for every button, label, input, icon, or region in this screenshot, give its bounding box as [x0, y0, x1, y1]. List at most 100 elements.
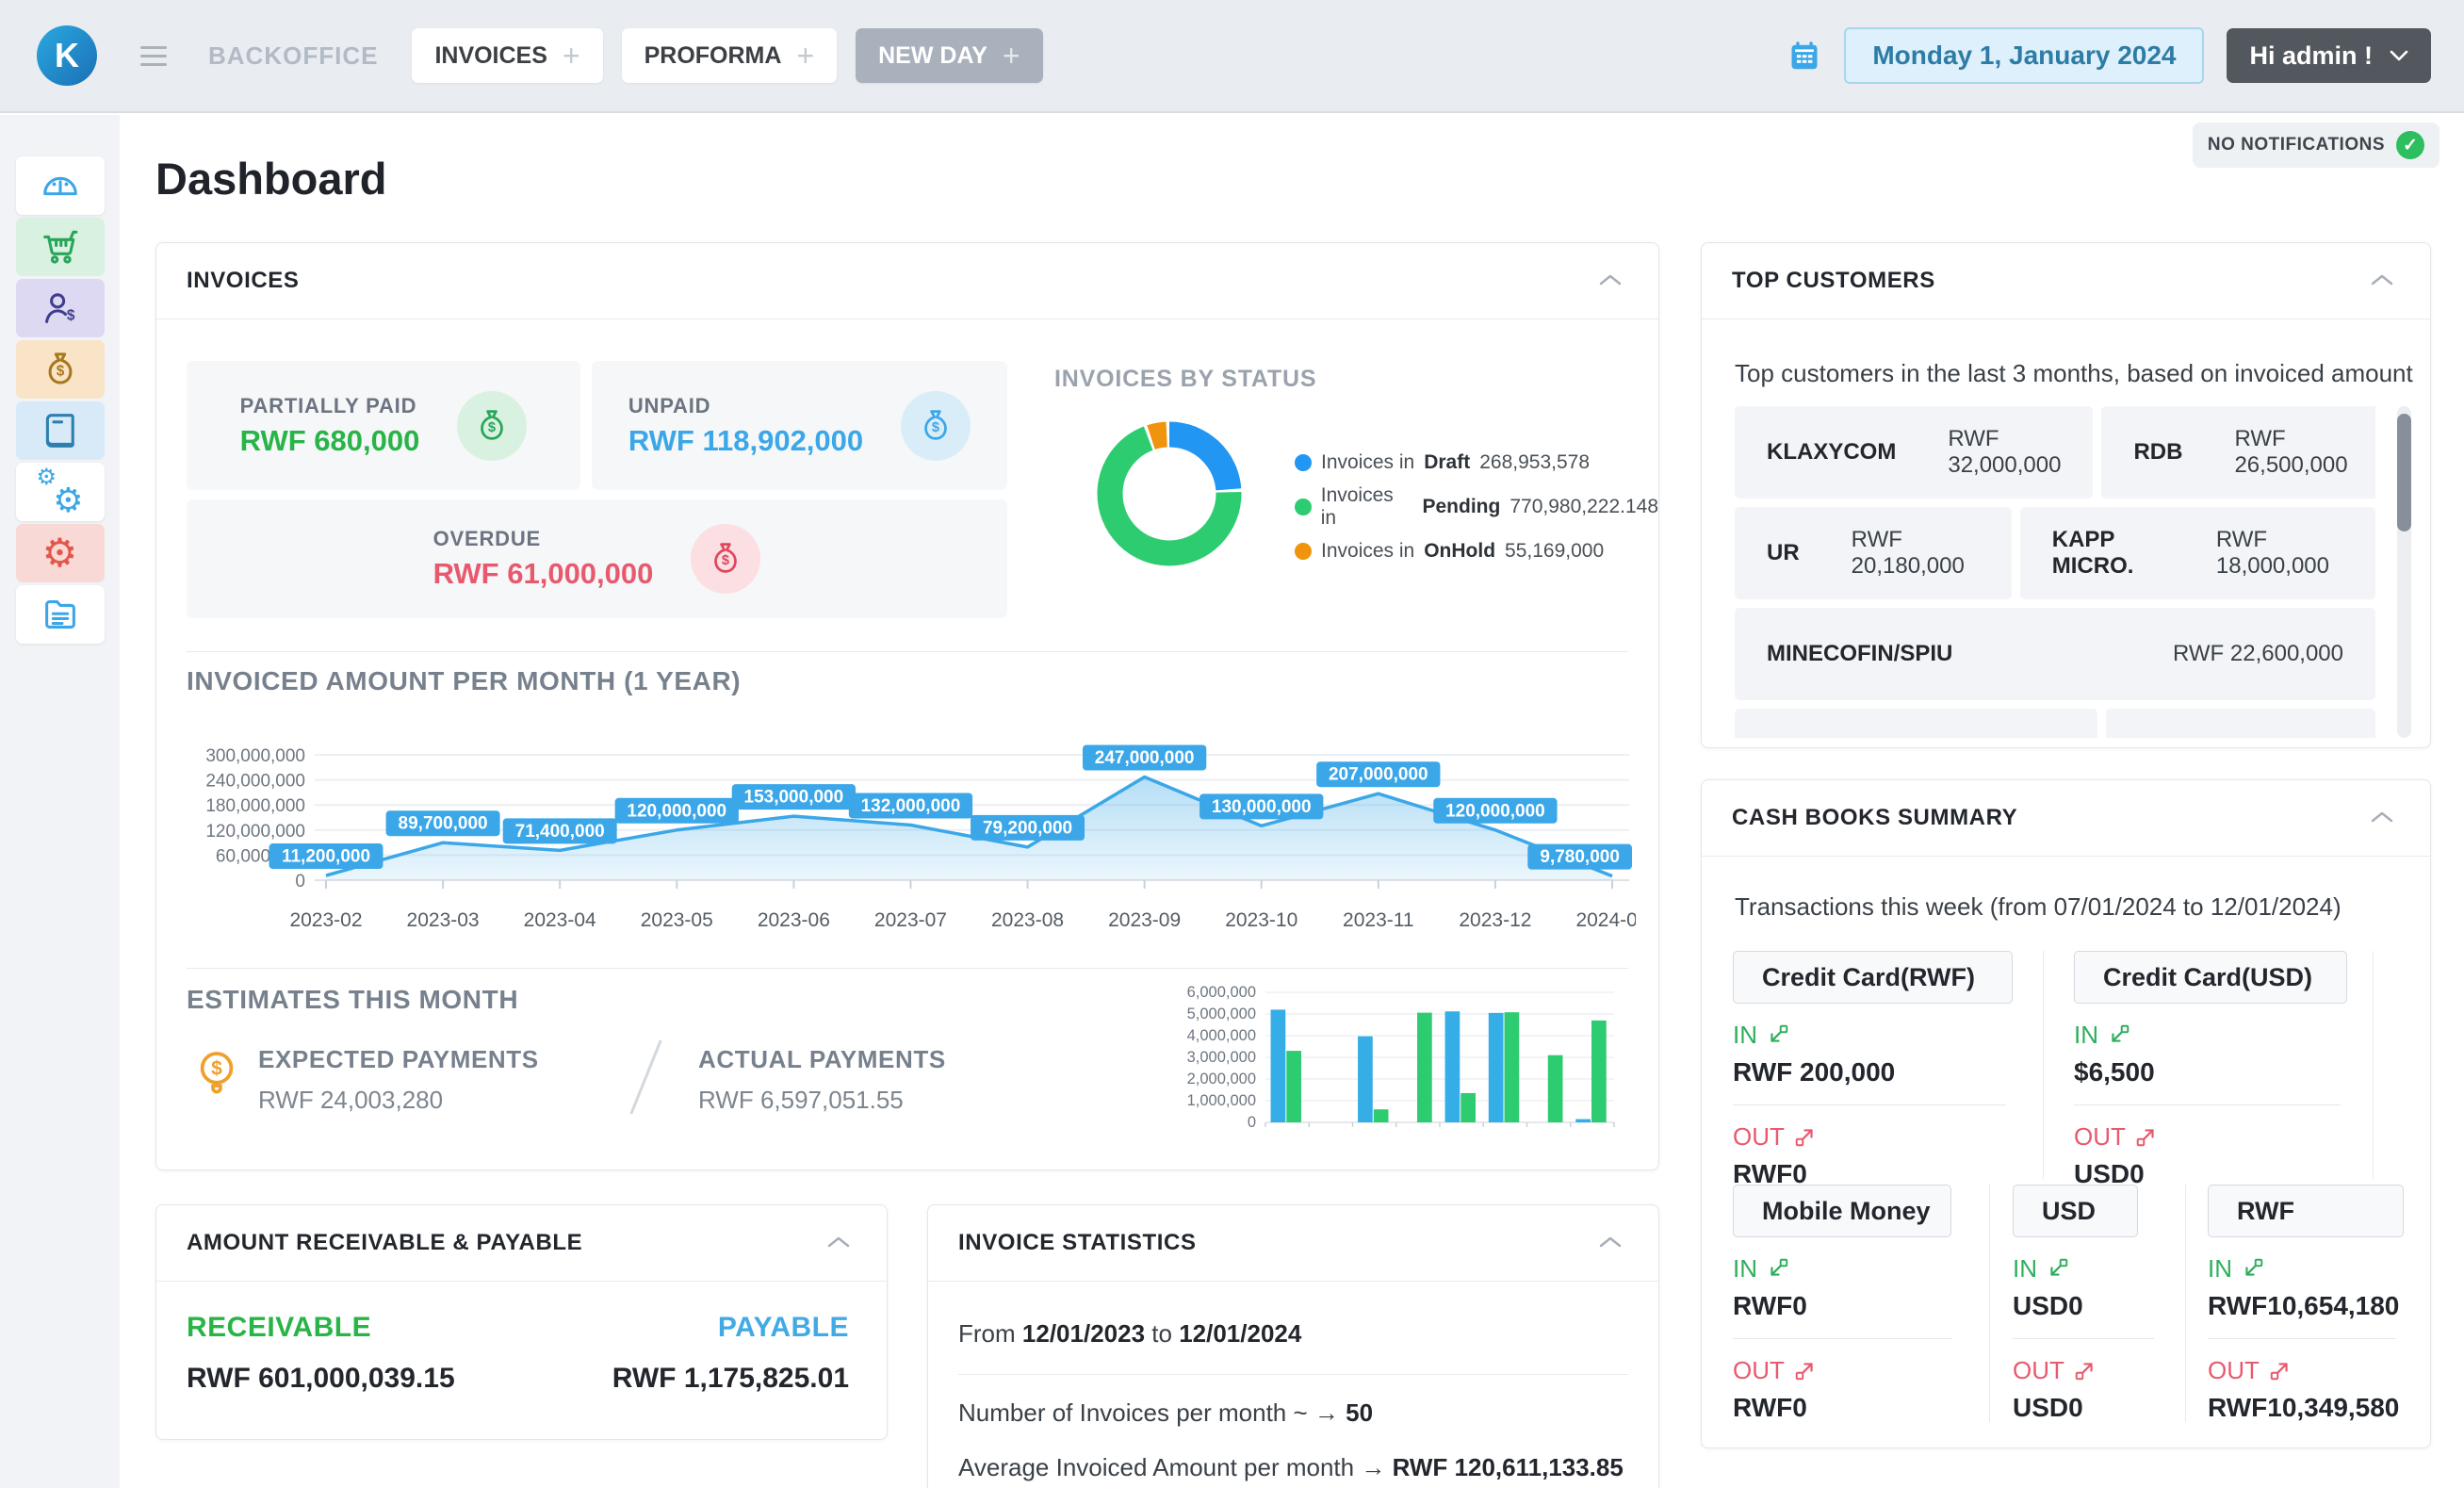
customer-card[interactable]: RDB RWF 26,500,000 — [2101, 406, 2375, 499]
actual-payments-value: RWF 6,597,051.55 — [698, 1086, 904, 1114]
out-label: OUT — [1733, 1122, 1785, 1151]
cashbook-name-button[interactable]: USD — [2013, 1185, 2138, 1237]
customer-card[interactable]: MINECOFIN/SPIU RWF 22,600,000 — [1735, 608, 2375, 700]
svg-text:132,000,000: 132,000,000 — [861, 796, 961, 816]
collapse-button[interactable] — [821, 1230, 857, 1257]
svg-text:180,000,000: 180,000,000 — [205, 796, 305, 816]
hamburger-menu-icon[interactable] — [140, 45, 167, 66]
in-row: IN — [2013, 1254, 2163, 1284]
sidebar-item-services[interactable]: ⚙ ⚙ — [15, 463, 105, 521]
svg-text:2,000,000: 2,000,000 — [1187, 1071, 1256, 1087]
svg-text:2023-09: 2023-09 — [1108, 909, 1181, 931]
sidebar-item-documents[interactable] — [15, 585, 105, 644]
customer-card[interactable] — [2105, 709, 2375, 738]
sidebar-item-sales[interactable] — [15, 218, 105, 276]
out-icon — [2269, 1356, 2292, 1385]
customer-amount: RWF 20,180,000 — [1851, 527, 1965, 579]
svg-text:120,000,000: 120,000,000 — [627, 801, 726, 821]
sidebar-item-finance[interactable]: $ — [15, 340, 105, 399]
in-icon — [2108, 1021, 2130, 1050]
in-icon — [2047, 1254, 2069, 1284]
statistics-range: From 12/01/2023 to 12/01/2024 — [958, 1319, 1302, 1348]
sidebar-item-cashbook[interactable] — [15, 401, 105, 460]
actual-payments-label: ACTUAL PAYMENTS — [698, 1045, 946, 1073]
cashbook-name-button[interactable]: Credit Card(USD) — [2074, 951, 2347, 1004]
cashbook-mobile-money: Mobile Money IN RWF0 OUT RWF0 — [1733, 1185, 1978, 1423]
legend-status: Draft — [1424, 451, 1471, 473]
collapse-button[interactable] — [1592, 268, 1628, 295]
sidebar-item-settings[interactable]: ⚙ — [15, 524, 105, 582]
plus-icon[interactable]: + — [1002, 39, 1020, 73]
cashbook-name-button[interactable]: RWF — [2208, 1185, 2404, 1237]
sidebar: $ $ ⚙ ⚙ ⚙ — [0, 115, 120, 1488]
out-row: OUT — [2074, 1122, 2357, 1152]
svg-text:$: $ — [66, 307, 74, 323]
user-menu[interactable]: Hi admin ! — [2227, 28, 2431, 83]
sidebar-item-dashboard[interactable] — [15, 156, 105, 215]
legend-value: 770,980,222.148 — [1509, 496, 1658, 517]
svg-text:2023-03: 2023-03 — [407, 909, 480, 931]
chevron-down-icon — [2390, 50, 2408, 61]
out-row: OUT — [1733, 1122, 2015, 1152]
cashbook-usd: USD IN USD0 OUT USD0 — [2013, 1185, 2163, 1423]
collapse-button[interactable] — [2364, 268, 2400, 295]
invoices-by-status-donut-chart — [1097, 421, 1242, 566]
collapse-button[interactable] — [2364, 805, 2400, 832]
expected-payments-value: RWF 24,003,280 — [258, 1086, 444, 1114]
divider — [187, 651, 1628, 652]
unpaid-value: RWF 118,902,000 — [628, 423, 864, 457]
legend-item-onhold[interactable]: Invoices in OnHold 55,169,000 — [1295, 540, 1658, 563]
payable-label: PAYABLE — [717, 1312, 849, 1343]
customer-card[interactable]: KAPP MICRO. RWF 18,000,000 — [2019, 507, 2375, 599]
top-customers-panel: TOP CUSTOMERS Top customers in the last … — [1701, 242, 2431, 748]
unpaid-label: UNPAID — [628, 393, 711, 417]
legend-item-pending[interactable]: Invoices in Pending 770,980,222.148 — [1295, 484, 1658, 530]
cash-books-panel: CASH BOOKS SUMMARY Transactions this wee… — [1701, 779, 2431, 1448]
svg-text:5,000,000: 5,000,000 — [1187, 1006, 1256, 1022]
unpaid-card: UNPAID RWF 118,902,000 $ — [592, 361, 1007, 490]
out-value: USD0 — [2013, 1393, 2083, 1422]
out-value: USD0 — [2074, 1159, 2145, 1188]
cashbook-credit-card-usd: Credit Card(USD) IN $6,500 OUT USD0 — [2074, 951, 2357, 1189]
tab-proforma[interactable]: PROFORMA + — [621, 28, 838, 83]
divider — [2074, 1104, 2341, 1105]
customer-name: RDB — [2133, 439, 2183, 465]
tab-invoices[interactable]: INVOICES + — [412, 28, 603, 83]
svg-text:2023-07: 2023-07 — [874, 909, 947, 931]
legend-item-draft[interactable]: Invoices in Draft 268,953,578 — [1295, 451, 1658, 474]
brand-logo[interactable]: K — [37, 25, 97, 86]
in-value: RWF 200,000 — [1733, 1057, 1896, 1087]
svg-text:2023-11: 2023-11 — [1343, 909, 1414, 931]
calendar-icon[interactable] — [1787, 39, 1821, 73]
sidebar-item-customers[interactable]: $ — [15, 279, 105, 337]
customer-card[interactable]: UR RWF 20,180,000 — [1735, 507, 2012, 599]
date-picker[interactable]: Monday 1, January 2024 — [1844, 27, 2205, 84]
overdue-card: OVERDUE RWF 61,000,000 $ — [187, 499, 1007, 618]
customer-card[interactable] — [1735, 709, 2097, 738]
top-customers-header: TOP CUSTOMERS — [1702, 243, 2430, 319]
scrollbar-thumb[interactable] — [2397, 414, 2411, 531]
cashbook-name-button[interactable]: Mobile Money — [1733, 1185, 1951, 1237]
cashbook-rwf: RWF IN RWF10,654,180 OUT RWF10,349,580 — [2208, 1185, 2407, 1423]
chevron-up-icon — [1599, 274, 1622, 285]
collapse-button[interactable] — [1592, 1230, 1628, 1257]
out-value: RWF0 — [1733, 1159, 1807, 1188]
invoices-panel-header: INVOICES — [156, 243, 1658, 319]
customer-card[interactable]: KLAXYCOM RWF 32,000,000 — [1735, 406, 2094, 499]
out-label: OUT — [2074, 1122, 2126, 1151]
out-icon — [1794, 1356, 1817, 1385]
invoices-by-status-title: INVOICES BY STATUS — [1054, 366, 1317, 392]
notifications-badge[interactable]: NO NOTIFICATIONS ✓ — [2192, 123, 2440, 168]
donut-legend: Invoices in Draft 268,953,578 Invoices i… — [1295, 451, 1658, 563]
top-customers-title: TOP CUSTOMERS — [1732, 268, 1935, 293]
plus-icon[interactable]: + — [796, 39, 815, 73]
tab-new-day[interactable]: NEW DAY + — [856, 28, 1043, 83]
svg-text:79,200,000: 79,200,000 — [983, 818, 1072, 838]
svg-text:207,000,000: 207,000,000 — [1329, 765, 1428, 785]
expected-payments-label: EXPECTED PAYMENTS — [258, 1045, 539, 1073]
plus-icon[interactable]: + — [562, 39, 580, 73]
divider — [1989, 1185, 1990, 1422]
svg-text:2023-06: 2023-06 — [758, 909, 830, 931]
svg-text:$: $ — [932, 420, 939, 435]
cashbook-name-button[interactable]: Credit Card(RWF) — [1733, 951, 2013, 1004]
